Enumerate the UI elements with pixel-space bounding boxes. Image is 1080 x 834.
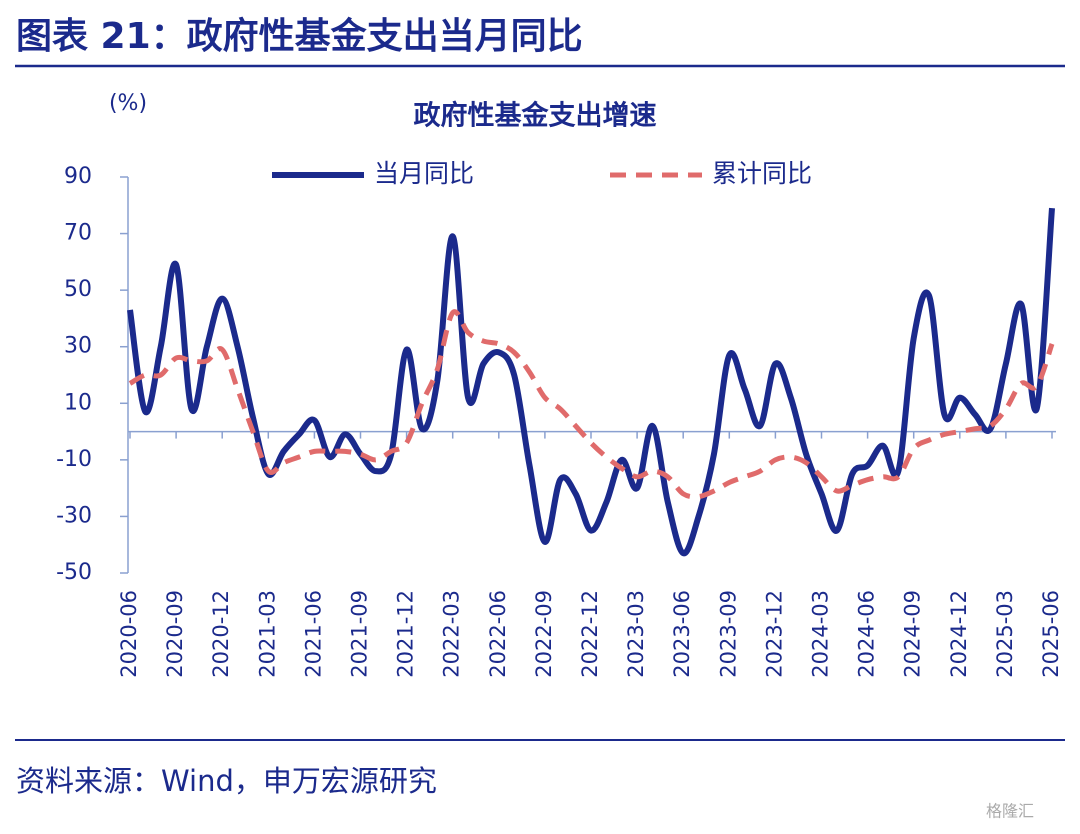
x-tick-label: 2021-03 [255,590,279,678]
y-tick-label: -30 [56,503,92,528]
y-tick-label: 50 [64,277,92,302]
series-line [128,309,1055,500]
x-tick-label: 2020-12 [209,590,233,678]
x-tick-label: 2022-06 [486,590,510,678]
x-tick-label: 2021-06 [301,590,325,678]
x-tick-label: 2020-09 [163,590,187,678]
legend-label: 累计同比 [712,159,812,188]
x-tick-label: 2023-06 [670,590,694,678]
chart-title: 政府性基金支出增速 [414,100,657,132]
x-tick-label: 2021-09 [348,590,372,678]
y-tick-label: 10 [64,390,92,415]
plot: -50 -30 -10 10 30 50 70 90 2020-06 2020-09 2020-12… [56,164,1063,678]
y-tick-label: 90 [64,164,92,189]
x-tick-label: 2024-06 [855,590,879,678]
series-line [127,207,1055,557]
x-tick-label: 2022-03 [440,590,464,678]
x-tick-label: 2025-03 [993,590,1017,678]
x-tick-label: 2023-09 [716,590,740,678]
x-tick-label: 2022-12 [578,590,602,678]
source: 资料来源：Wind，申万宏源研究 [16,764,437,798]
x-tick-label: 2024-09 [901,590,925,678]
legend-label: 当月同比 [374,159,474,188]
x-tick-label: 2024-12 [947,590,971,678]
x-tick-label: 2023-12 [762,590,786,678]
x-tick-label: 2023-03 [624,590,648,678]
x-tick-label: 2022-09 [532,590,556,678]
y-axis-label: (%) [109,91,147,116]
y-tick-label: -50 [56,560,92,585]
watermark: 格隆汇 [986,802,1034,821]
x-tick-label: 2025-06 [1039,590,1063,678]
y-tick-label: 70 [64,221,92,246]
x-tick-label: 2021-12 [394,590,418,678]
x-tick-label: 2020-06 [117,590,141,678]
header-title: 图表 21：政府性基金支出当月同比 [16,15,583,57]
x-tick-label: 2024-03 [809,590,833,678]
y-tick-label: 30 [64,334,92,359]
y-tick-label: -10 [56,447,92,472]
